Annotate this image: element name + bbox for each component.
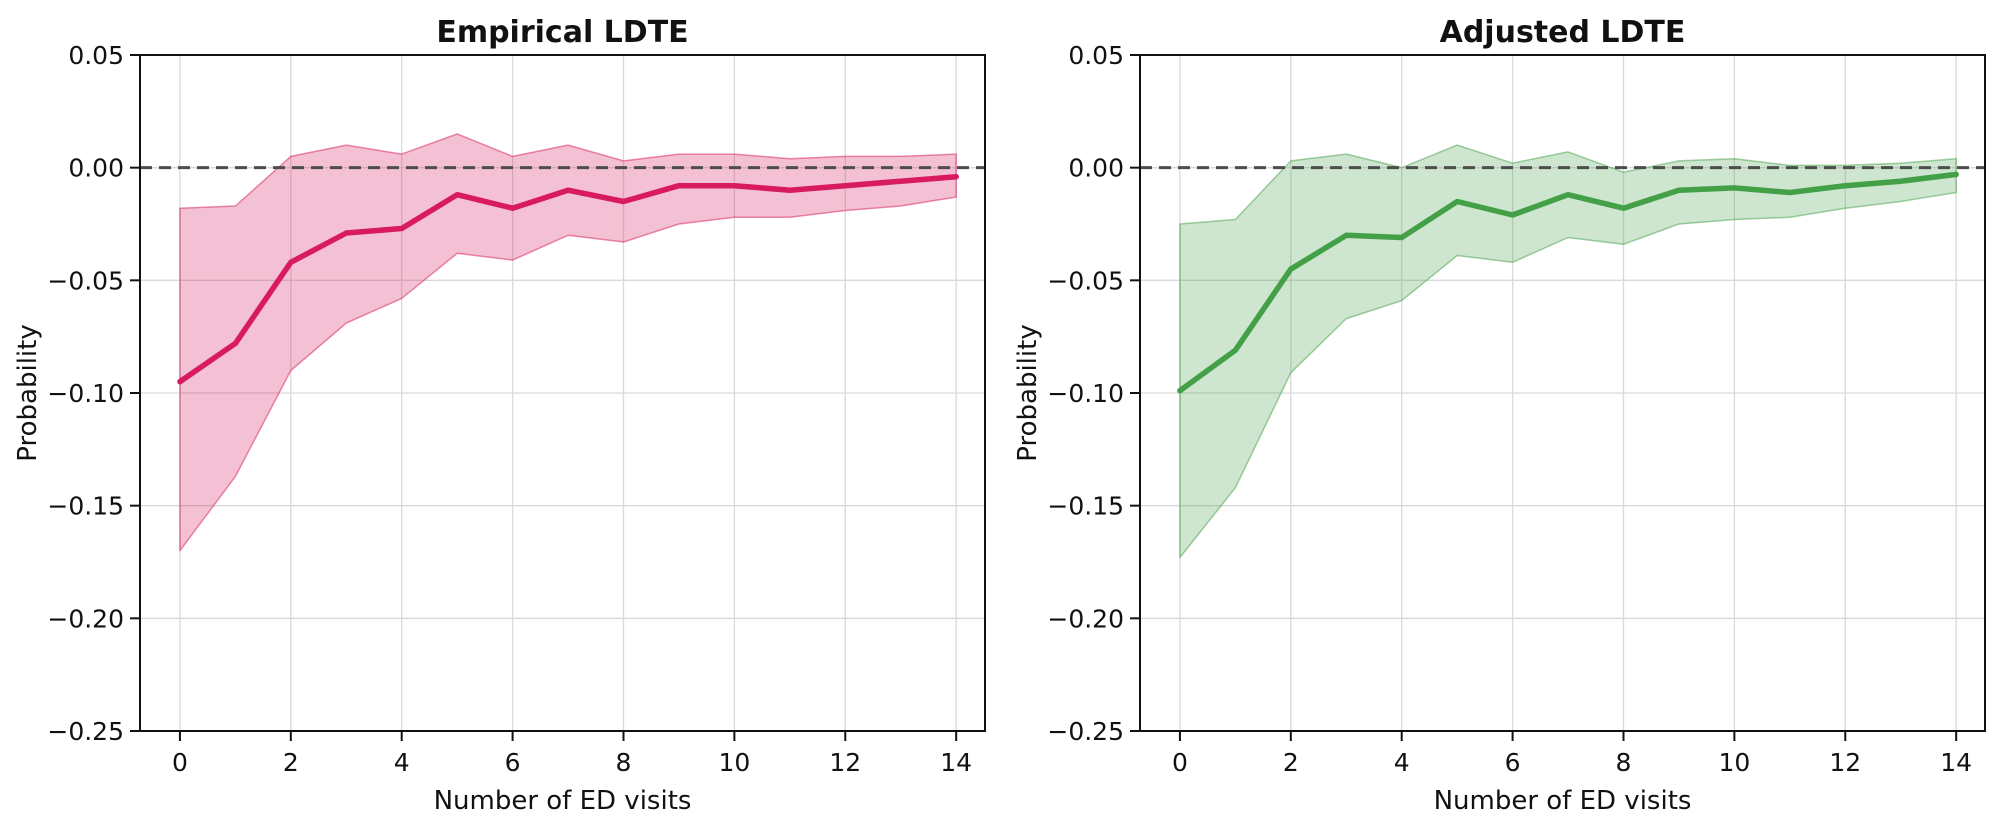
- x-tick-label: 2: [283, 748, 299, 777]
- x-tick-label: 0: [172, 748, 188, 777]
- y-tick-label: 0.05: [1068, 41, 1124, 70]
- x-tick-label: 8: [616, 748, 632, 777]
- y-tick-label: −0.05: [1047, 266, 1124, 295]
- x-tick-label: 14: [1940, 748, 1972, 777]
- adjusted-ldte-chart: 0 2 4 6 8 10 12 14 0.05 0.00 −0.05 −0.10 −0.15 −0.20 −…: [1013, 15, 1986, 816]
- x-tick-label: 6: [505, 748, 521, 777]
- x-tick-label: 14: [940, 748, 972, 777]
- y-tick-label: −0.25: [47, 717, 124, 746]
- y-tick-label: −0.05: [47, 266, 124, 295]
- y-tick-label: −0.20: [1047, 604, 1124, 633]
- x-tick-label: 12: [1829, 748, 1861, 777]
- x-tick-label: 4: [1394, 748, 1410, 777]
- x-tick-label: 8: [1616, 748, 1632, 777]
- x-tick-label: 2: [1283, 748, 1299, 777]
- y-tick-label: −0.10: [1047, 379, 1124, 408]
- x-axis-label: Number of ED visits: [434, 786, 692, 816]
- ldte-estimate-line: [177, 173, 959, 385]
- x-axis-label: Number of ED visits: [1434, 786, 1692, 816]
- y-tick-label: −0.20: [47, 604, 124, 633]
- x-tick-label: 0: [1172, 748, 1188, 777]
- y-axis-label: Probability: [13, 324, 43, 461]
- x-tick-label: 10: [718, 748, 750, 777]
- x-tick-label: 12: [829, 748, 861, 777]
- empirical-ldte-chart: 0 2 4 6 8 10 12 14 0.05 0.00 −0.05 −0.10 −0.15 −0.20 −…: [13, 15, 986, 816]
- confidence-band: [1179, 144, 1957, 559]
- y-tick-label: 0.05: [68, 41, 124, 70]
- y-tick-label: 0.00: [68, 154, 124, 183]
- y-tick-label: −0.15: [1047, 492, 1124, 521]
- x-tick-label: 10: [1718, 748, 1750, 777]
- confidence-band: [179, 133, 957, 552]
- chart-title: Empirical LDTE: [436, 15, 688, 50]
- y-tick-label: 0.00: [1068, 154, 1124, 183]
- y-tick-label: −0.25: [1047, 717, 1124, 746]
- x-tick-label: 4: [394, 748, 410, 777]
- ldte-estimate-line: [1177, 171, 1959, 394]
- y-tick-label: −0.10: [47, 379, 124, 408]
- y-tick-label: −0.15: [47, 492, 124, 521]
- x-tick-label: 6: [1505, 748, 1521, 777]
- y-axis-label: Probability: [1013, 324, 1043, 461]
- chart-title: Adjusted LDTE: [1440, 15, 1686, 50]
